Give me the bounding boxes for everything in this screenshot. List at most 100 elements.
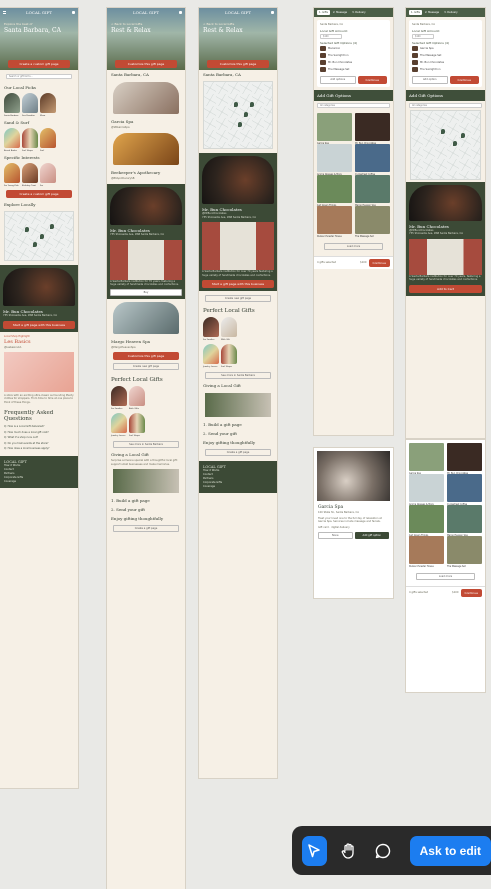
options-map[interactable] xyxy=(410,109,481,180)
add-to-cart-button[interactable]: Add to Cart xyxy=(409,284,482,293)
perfect-card[interactable]: Surf Shops xyxy=(129,413,145,437)
footer-continue-button[interactable]: Continue xyxy=(368,258,390,267)
pick-card[interactable]: Santa Barbara xyxy=(4,93,20,117)
option-card[interactable]: Aroma Glasses & More xyxy=(409,474,444,506)
surf-card[interactable]: Beach Books xyxy=(4,128,20,152)
tab-delivery[interactable]: 3. Delivery xyxy=(444,11,458,14)
footer-logo[interactable]: LOCAL GIFT xyxy=(203,465,226,469)
shop-cta-button[interactable]: Start a gift page with this business xyxy=(202,280,274,288)
footer-link[interactable]: Corporate Gifts xyxy=(4,475,24,479)
search-input[interactable]: Search or gift list to... xyxy=(6,74,72,79)
option-card[interactable]: Mr. Bun Chocolates xyxy=(355,112,390,145)
footer-continue-button[interactable]: Continue xyxy=(460,589,482,597)
footer-logo[interactable]: LOCAL GIFT xyxy=(4,459,27,464)
map-pin-icon[interactable] xyxy=(40,234,44,239)
map-pin-icon[interactable] xyxy=(238,122,242,127)
map-pin-icon[interactable] xyxy=(250,102,254,107)
specific-card[interactable]: For Young Kids xyxy=(4,163,20,187)
footer-link[interactable]: Corporate Gifts xyxy=(203,481,223,484)
footer-link[interactable]: How it Works xyxy=(4,463,21,467)
cart-icon[interactable] xyxy=(179,11,182,14)
option-card[interactable]: Just Green Things xyxy=(409,505,444,537)
tab-gifts[interactable]: 1. Gifts xyxy=(317,10,330,15)
selected-row[interactable]: Garcia Spa xyxy=(412,45,479,52)
perfect-card[interactable]: Jewelry Lovers xyxy=(111,413,127,437)
load-more-button[interactable]: Load more xyxy=(324,242,383,250)
see-more-button[interactable]: See more in Santa Barbara xyxy=(205,372,271,379)
perfect-card[interactable]: Bath Gifts xyxy=(129,386,145,410)
customize-button[interactable]: Customize this gift page xyxy=(207,60,269,68)
surf-card[interactable]: Surf xyxy=(40,128,56,152)
option-card[interactable]: Just Green Things xyxy=(317,174,352,207)
map-pin-icon[interactable] xyxy=(244,112,248,117)
perfect-card[interactable]: Surf Shops xyxy=(221,344,237,368)
perfect-card[interactable]: For Foodies xyxy=(111,386,127,410)
create-gift-button-2[interactable]: Create a custom gift page xyxy=(6,190,72,198)
option-card[interactable]: Aroma Glasses & More xyxy=(317,143,352,176)
category-filter[interactable]: All categories xyxy=(409,102,482,108)
map-pin-icon[interactable] xyxy=(33,242,37,247)
continue-button[interactable]: Continue xyxy=(357,75,387,84)
map-pin-icon[interactable] xyxy=(453,140,457,146)
selected-row[interactable]: Macaroon xyxy=(320,45,387,52)
create-gift-button[interactable]: Create a custom gift page xyxy=(8,60,70,68)
footer-link[interactable]: Contact xyxy=(203,473,213,476)
footer-link[interactable]: Coverage xyxy=(4,479,16,483)
create-page-button[interactable]: Create a gift page xyxy=(113,525,179,532)
buy-button[interactable]: Buy xyxy=(110,288,182,296)
modal-add-button[interactable]: Add gift option xyxy=(354,532,389,539)
faq-item[interactable]: Q: How does a local business apply? xyxy=(4,447,50,450)
surf-card[interactable]: Surf Shops xyxy=(22,128,38,152)
faq-item[interactable]: Q: What if a shop runs out? xyxy=(4,436,39,439)
option-card[interactable]: Cyclestreet Coffee xyxy=(355,143,390,176)
perfect-card[interactable]: With Gift xyxy=(221,317,237,341)
footer-link[interactable]: Partners xyxy=(203,477,214,480)
logo[interactable]: LOCAL GIFT xyxy=(25,10,53,15)
add-options-button[interactable]: Add option xyxy=(412,75,448,84)
option-card[interactable]: The Massage Set xyxy=(447,536,482,568)
map-pin-icon[interactable] xyxy=(25,227,29,232)
shop-cta-button[interactable]: Start a gift page with this business xyxy=(3,320,75,329)
option-card[interactable]: Dukes Chowder House xyxy=(317,205,352,238)
logo[interactable]: LOCAL GIFT xyxy=(132,10,160,15)
specific-card[interactable]: Birthday Treat xyxy=(22,163,38,187)
footer-link[interactable]: How it Works xyxy=(203,469,220,472)
map-pin-icon[interactable] xyxy=(441,128,445,134)
perfect-card[interactable]: For Foodies xyxy=(203,317,219,341)
customize-button[interactable]: Customize this gift page xyxy=(115,60,177,68)
see-more-button[interactable]: See more in Santa Barbara xyxy=(113,441,179,448)
collection-map[interactable] xyxy=(203,81,273,149)
amount-select[interactable]: $100 xyxy=(320,33,342,39)
selected-row[interactable]: Mr. Bun Chocolates xyxy=(412,59,479,66)
option-card[interactable]: Margo Heaven Spa xyxy=(355,174,390,207)
map-pin-icon[interactable] xyxy=(50,224,54,229)
selected-row[interactable]: The Sunlight Inn xyxy=(412,66,479,73)
map-pin-icon[interactable] xyxy=(234,102,238,107)
tab-delivery[interactable]: 3. Delivery xyxy=(352,11,366,14)
logo[interactable]: LOCAL GIFT xyxy=(224,10,252,15)
ask-to-edit-button[interactable]: Ask to edit xyxy=(409,835,491,866)
specific-card[interactable]: For xyxy=(40,163,56,187)
footer-link[interactable]: Partners xyxy=(4,471,15,475)
comment-tool-button[interactable] xyxy=(371,836,396,866)
selected-row[interactable]: The Sunlight Inn xyxy=(320,52,387,59)
create-new-button[interactable]: Create new gift page xyxy=(205,295,271,302)
item-photo[interactable] xyxy=(113,132,179,165)
explore-map[interactable] xyxy=(4,211,74,261)
tab-gifts[interactable]: 1. Gifts xyxy=(409,10,422,15)
tab-message[interactable]: 2. Message xyxy=(424,11,440,14)
footer-link[interactable]: Contact xyxy=(4,467,14,471)
option-card[interactable]: The Massage Set xyxy=(355,205,390,238)
create-new-button[interactable]: Create new gift page xyxy=(113,363,179,370)
load-more-button[interactable]: Load more xyxy=(416,573,475,580)
cart-icon[interactable] xyxy=(72,11,75,14)
option-card[interactable]: Cyclestreet Coffee xyxy=(447,474,482,506)
pointer-tool-button[interactable] xyxy=(302,835,327,866)
selected-row[interactable]: Mr. Bun Chocolates xyxy=(320,59,387,66)
option-card[interactable]: Dukes Chowder House xyxy=(409,536,444,568)
modal-cancel-button[interactable]: None xyxy=(318,532,353,539)
pick-card[interactable]: Sea Paradise xyxy=(22,93,38,117)
selected-row[interactable]: The Massage Set xyxy=(412,52,479,59)
option-card[interactable]: Mr. Bun Chocolates xyxy=(447,443,482,475)
